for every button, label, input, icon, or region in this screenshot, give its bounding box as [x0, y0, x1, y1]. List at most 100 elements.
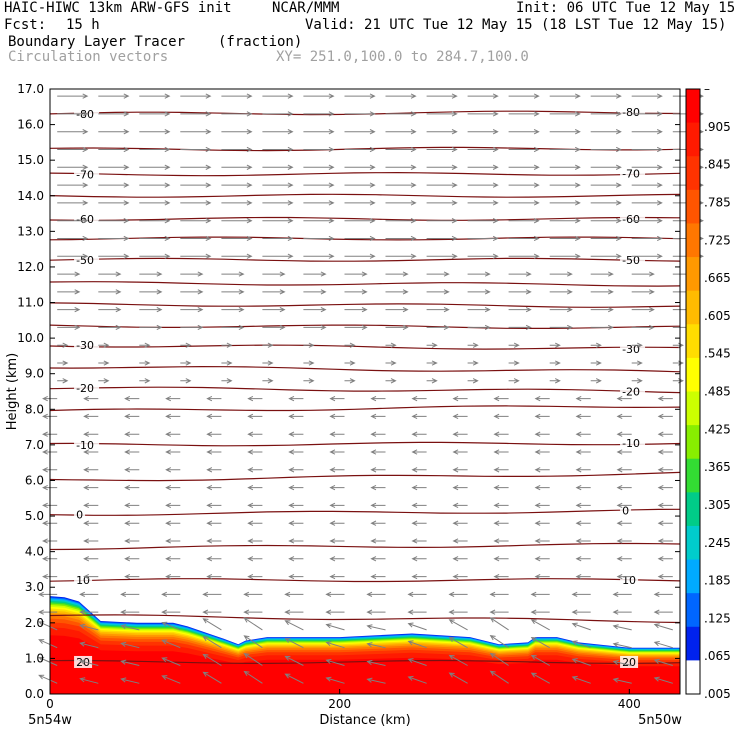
vector-arrow: [631, 235, 663, 242]
y-tick-label: 7.0: [25, 438, 44, 452]
vector-arrow: [549, 146, 581, 153]
vector-arrow: [657, 449, 673, 455]
vector-arrow: [448, 591, 468, 597]
vector-arrow: [262, 235, 294, 242]
vector-arrow: [284, 609, 304, 615]
vector-arrow: [411, 520, 427, 526]
vector-arrow: [657, 538, 673, 544]
vector-arrow: [489, 617, 509, 631]
vector-arrow: [83, 395, 99, 402]
vector-arrow: [303, 129, 335, 135]
vector-arrow: [79, 609, 99, 615]
vector-arrow: [303, 146, 335, 153]
vector-arrow: [180, 164, 212, 170]
vector-arrow: [653, 623, 673, 631]
vector-arrow: [385, 200, 417, 206]
colorbar-swatch: [686, 156, 700, 191]
vector-arrow: [467, 271, 491, 277]
vector-arrow: [344, 164, 376, 170]
vector-arrow: [452, 431, 468, 437]
vector-arrow: [590, 253, 622, 259]
vector-arrow: [575, 520, 591, 526]
vector-arrow: [79, 623, 99, 631]
vector-arrow: [284, 620, 304, 631]
vector-arrow: [221, 164, 253, 170]
vector-arrow: [139, 200, 171, 206]
vector-arrow: [549, 111, 581, 117]
vector-arrow: [467, 218, 499, 224]
vector-arrow: [247, 484, 263, 491]
vectors-label: Circulation vectors: [8, 49, 169, 65]
vector-arrow: [344, 253, 376, 259]
vector-arrow: [370, 556, 386, 562]
y-tick-label: 0.0: [25, 687, 44, 701]
init-time: Init: 06 UTC Tue 12 May 15: [516, 0, 736, 16]
vector-arrow: [124, 395, 140, 402]
vector-arrow: [202, 653, 222, 666]
vector-arrow: [288, 556, 304, 562]
vector-arrow: [426, 218, 458, 224]
vector-arrow: [493, 484, 509, 491]
vector-arrow: [124, 467, 140, 473]
vector-arrow: [329, 449, 345, 455]
tracer-band: [50, 635, 680, 694]
colorbar-swatch: [686, 122, 700, 157]
colorbar-label: .905: [704, 120, 731, 134]
vector-arrow: [57, 111, 89, 117]
contour-line: [49, 344, 681, 350]
contour-label-bg: [74, 339, 100, 352]
vector-arrow: [262, 324, 286, 331]
vector-arrow: [284, 591, 304, 597]
vector-arrow: [139, 182, 171, 188]
vector-arrow: [325, 676, 345, 684]
contour-line: [49, 386, 681, 394]
vector-arrow: [452, 413, 468, 420]
vector-arrow: [139, 342, 151, 348]
vector-arrow: [344, 307, 368, 313]
vector-arrow: [329, 573, 345, 580]
vector-arrow: [83, 413, 99, 420]
vector-arrow: [161, 657, 181, 666]
contour-label-right: -10: [622, 437, 640, 450]
vector-arrow: [448, 609, 468, 615]
vector-arrow: [38, 674, 58, 684]
vector-arrow: [243, 653, 263, 666]
vector-arrow: [467, 182, 499, 188]
contour-line: [49, 281, 681, 287]
vector-arrow: [411, 467, 427, 473]
contour-label-right: 0: [622, 505, 629, 518]
vector-arrow: [303, 253, 335, 259]
vector-arrow: [575, 413, 591, 420]
contour-label-left: 10: [76, 574, 90, 587]
vector-arrow: [575, 573, 591, 580]
vector-arrow: [411, 484, 427, 491]
vector-arrow: [98, 218, 130, 224]
contour-label-right: 10: [622, 574, 636, 587]
right-endpoint-label: 5n50w: [638, 713, 682, 728]
vector-arrow: [247, 502, 263, 509]
vector-arrow: [98, 235, 130, 242]
vector-arrow: [366, 677, 386, 684]
vector-arrow: [407, 609, 427, 615]
vector-arrow: [370, 413, 386, 420]
vector-arrow: [493, 431, 509, 437]
vector-arrow: [262, 146, 294, 153]
vector-arrow: [344, 129, 376, 135]
vector-arrow: [657, 484, 673, 491]
vector-arrow: [221, 378, 233, 384]
vector-arrow: [426, 342, 438, 348]
vector-arrow: [124, 431, 140, 437]
contour-line: [49, 236, 681, 241]
plot-frame: [49, 88, 681, 695]
vector-arrow: [426, 182, 458, 188]
vector-arrow: [467, 111, 499, 117]
vector-arrow: [161, 639, 181, 649]
vector-arrow: [206, 520, 222, 526]
contour-label-bg: [620, 106, 646, 119]
vector-arrow: [98, 93, 130, 99]
vector-arrow: [534, 449, 550, 455]
vector-arrow: [165, 413, 181, 420]
vector-arrow: [325, 623, 345, 631]
tracer-fill-layer: [50, 596, 680, 694]
vector-arrow: [530, 672, 550, 684]
